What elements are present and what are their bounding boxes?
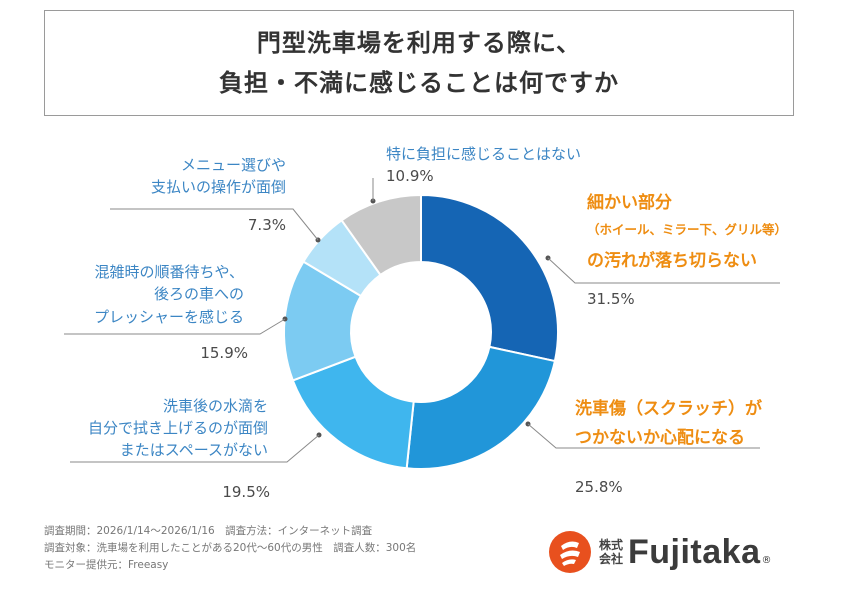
logo-registered-mark: ® [761, 555, 772, 566]
slice-value-label: 19.5% [222, 483, 270, 501]
leader-line [64, 318, 286, 335]
logo-name: Fujitaka [628, 532, 761, 571]
slice-label: プレッシャーを感じる [94, 308, 244, 326]
slice-label: つかないか心配になる [575, 428, 745, 448]
fujitaka-logo-icon [549, 531, 591, 573]
title-box: 門型洗車場を利用する際に、 負担・不満に感じることは何ですか [44, 10, 794, 116]
slice-label: の汚れが落ち切らない [587, 250, 757, 271]
footnote-period: 調査期間：2026/1/14～2026/1/16 調査方法：インターネット調査 [44, 525, 373, 537]
slice-label: （ホイール、ミラー下、グリル等） [587, 222, 787, 237]
slice-label: 自分で拭き上げるのが面倒 [88, 419, 268, 437]
slice-label: 混雑時の順番待ちや、 [94, 263, 244, 281]
logo-kaisha-bottom: 会社 [598, 552, 623, 566]
footnotes: 調査期間：2026/1/14～2026/1/16 調査方法：インターネット調査 … [44, 523, 416, 574]
slice-value-label: 10.9% [386, 167, 434, 185]
footnote-provider: モニター提供元：Freeasy [44, 559, 169, 571]
slice-label: 洗車傷（スクラッチ）が [575, 398, 762, 419]
pie-slice [420, 193, 559, 363]
leader-line [547, 257, 780, 284]
slice-label: 後ろの車への [154, 285, 244, 303]
leader-line [527, 423, 760, 449]
slice-label: 特に負担に感じることはない [386, 145, 581, 163]
slice-label: 細かい部分 [587, 192, 672, 213]
slice-value-label: 15.9% [200, 344, 248, 362]
logo-kaisha: 株式 会社 [598, 538, 624, 566]
slice-value-label: 7.3% [248, 216, 286, 234]
logo-kaisha-top: 株式 [598, 538, 623, 552]
slice-value-label: 25.8% [575, 478, 623, 496]
title-line-1: 門型洗車場を利用する際に、 [256, 29, 582, 57]
pie-slice [340, 193, 422, 277]
slice-label: メニュー選びや [181, 156, 286, 174]
pie-slice [405, 345, 557, 470]
slice-value-label: 31.5% [587, 290, 635, 308]
slice-label: 洗車後の水滴を [163, 397, 268, 415]
slice-label: またはスペースがない [120, 441, 268, 459]
slice-label: 支払いの操作が面倒 [151, 178, 286, 196]
leader-line [110, 208, 319, 241]
title-line-2: 負担・不満に感じることは何ですか [219, 69, 619, 97]
footnote-target: 調査対象：洗車場を利用したことがある20代～60代の男性 調査人数：300名 [44, 542, 417, 554]
leader-line [70, 434, 320, 463]
company-logo: 株式 会社 Fujitaka ® [548, 530, 771, 574]
